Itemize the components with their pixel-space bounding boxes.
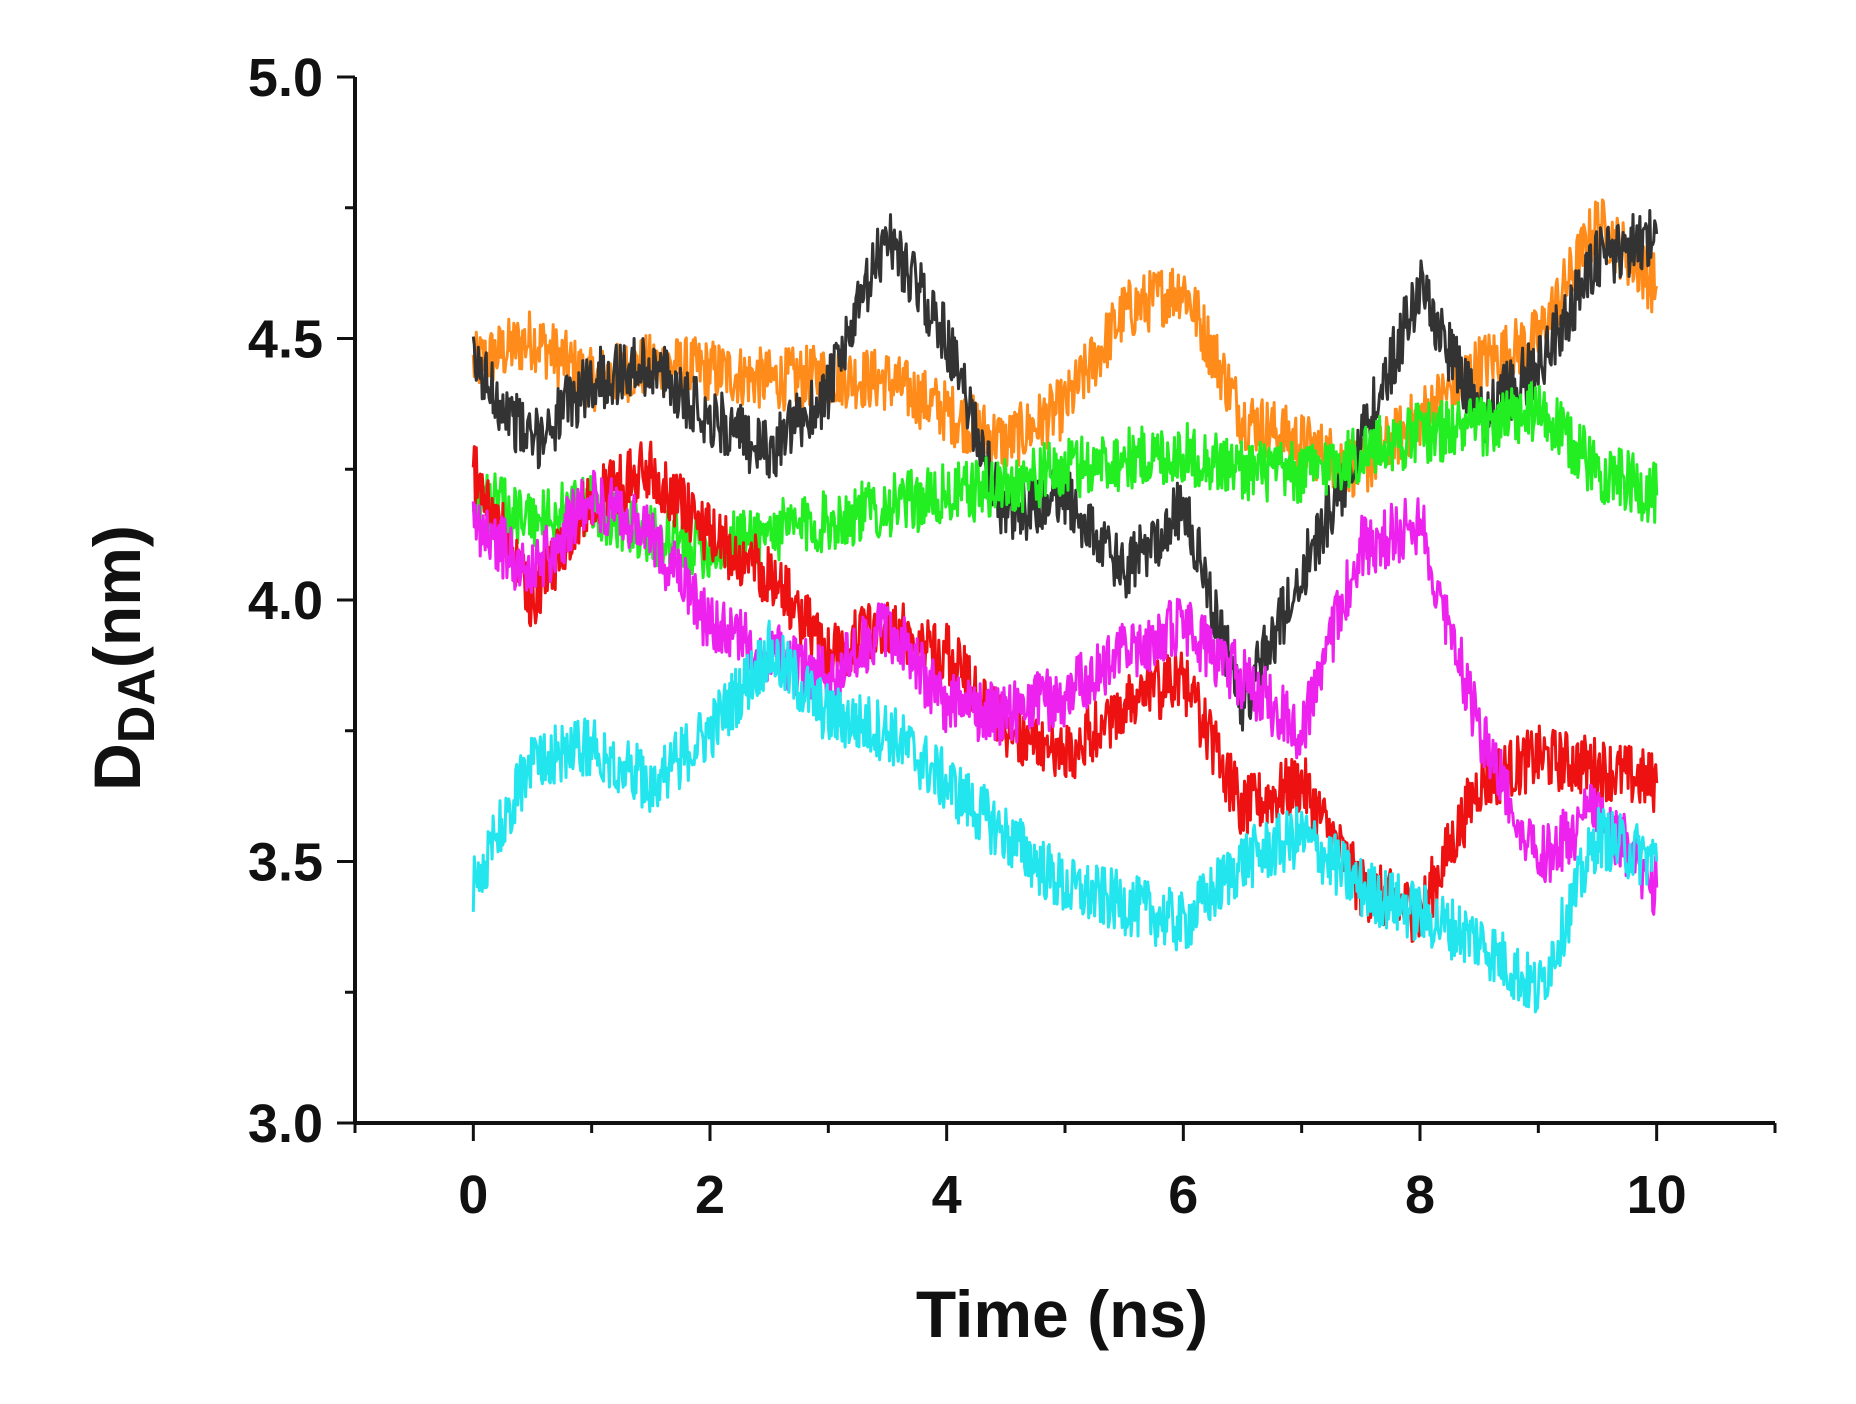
x-tick-label: 2 [695,1165,725,1225]
series-line-4 [471,440,1659,943]
y-tick-label: 4.0 [248,571,323,631]
x-tick-label: 0 [458,1165,488,1225]
x-tick-label: 10 [1627,1165,1687,1225]
series-line-3 [471,381,1659,579]
series-line-2 [471,209,1659,732]
y-axis-title-main: D [80,743,154,791]
x-tick-label: 8 [1405,1165,1435,1225]
series-line-5 [471,469,1659,916]
y-tick-label: 4.5 [248,310,323,370]
y-axis-title: DDA(nm) [80,525,166,791]
y-axis-title-unit: (nm) [80,525,154,668]
series-line-1 [471,198,1659,498]
x-tick-label: 6 [1168,1165,1198,1225]
series-layer [471,198,1659,1014]
y-tick-label: 3.0 [248,1094,323,1154]
x-tick-label: 4 [932,1165,962,1225]
tick-labels: 3.0 3.5 4.0 4.5 5.0 0 2 4 6 8 10 [248,48,1687,1225]
axes [337,75,1777,1141]
y-axis-title-subscript: DA [108,668,166,743]
x-axis-title: Time (ns) [916,1277,1208,1351]
y-tick-label: 5.0 [248,48,323,108]
y-tick-label: 3.5 [248,833,323,893]
series-line-6 [471,619,1659,1014]
